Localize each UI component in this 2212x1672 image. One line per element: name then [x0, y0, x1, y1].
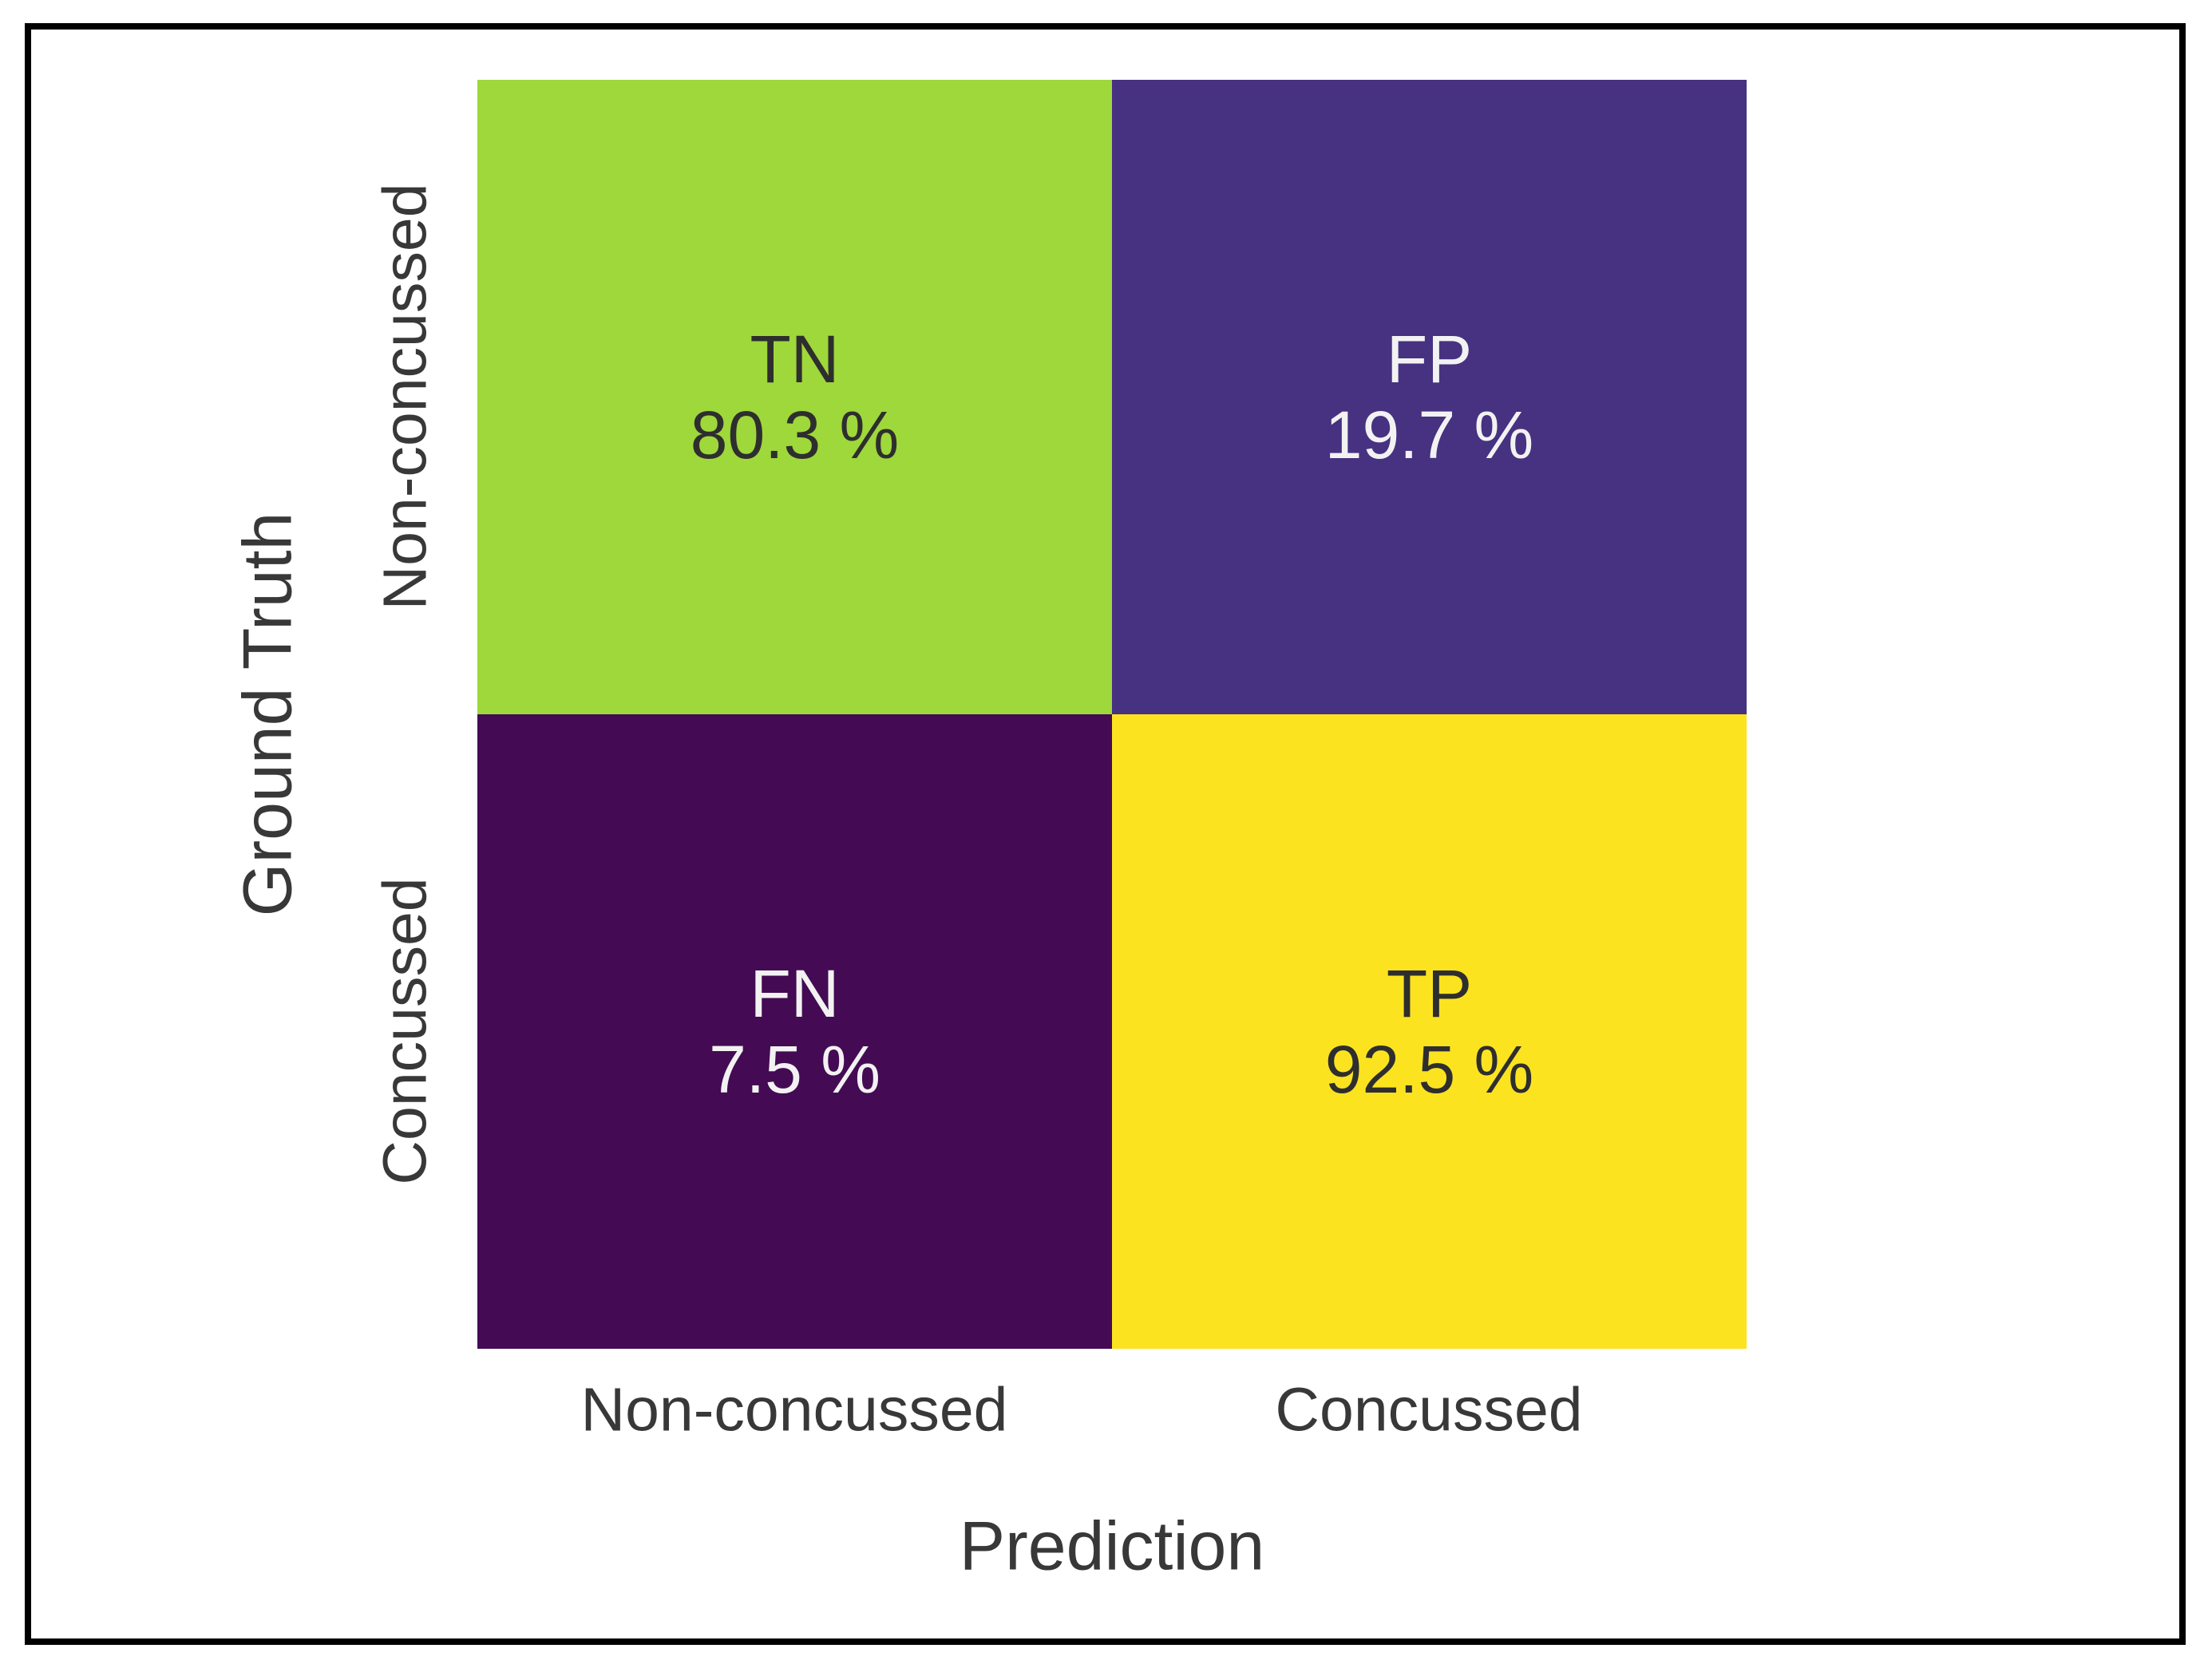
- cell-false-negative-value: 7.5 %: [709, 1031, 880, 1107]
- x-axis-title: Prediction: [959, 1508, 1265, 1585]
- cell-true-positive: TP 92.5 %: [1112, 714, 1747, 1349]
- x-tick-non-concussed: Non-concussed: [580, 1375, 1008, 1445]
- cell-true-positive-label: TP: [1386, 956, 1473, 1032]
- cell-false-negative: FN 7.5 %: [477, 714, 1112, 1349]
- y-tick-non-concussed: Non-concussed: [370, 183, 440, 611]
- y-tick-concussed: Concussed: [370, 877, 440, 1185]
- cell-false-positive-value: 19.7 %: [1324, 397, 1534, 472]
- cell-false-positive: FP 19.7 %: [1112, 80, 1747, 714]
- confusion-matrix-grid: TN 80.3 % FP 19.7 % FN 7.5 % TP 92.5 %: [477, 80, 1747, 1349]
- cell-true-negative-value: 80.3 %: [690, 397, 900, 472]
- cell-true-negative: TN 80.3 %: [477, 80, 1112, 714]
- cell-false-negative-label: FN: [750, 956, 840, 1032]
- y-axis-title: Ground Truth: [229, 512, 307, 917]
- cell-true-negative-label: TN: [750, 322, 840, 397]
- cell-false-positive-label: FP: [1386, 322, 1473, 397]
- cell-true-positive-value: 92.5 %: [1324, 1031, 1534, 1107]
- x-tick-concussed: Concussed: [1275, 1375, 1583, 1445]
- figure-border: [25, 23, 2186, 1645]
